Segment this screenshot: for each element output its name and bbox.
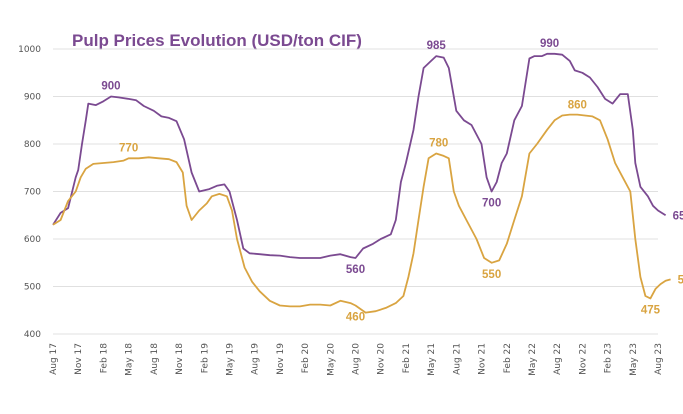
data-label: 770	[119, 142, 138, 154]
x-tick-label: May 22	[528, 343, 538, 376]
y-tick-label: 900	[24, 93, 41, 103]
y-tick-label: 700	[24, 188, 41, 198]
y-tick-label: 500	[24, 283, 41, 293]
x-tick-label: Nov 22	[578, 343, 588, 375]
x-tick-label: Aug 18	[150, 343, 160, 375]
x-tick-label: Aug 19	[251, 343, 261, 375]
x-tick-label: Aug 21	[452, 343, 462, 375]
x-tick-label: Feb 18	[99, 343, 109, 374]
y-tick-label: 600	[24, 235, 41, 245]
x-tick-label: Feb 22	[503, 343, 513, 373]
x-tick-label: Aug 22	[553, 343, 563, 375]
y-tick-label: 800	[24, 140, 41, 150]
x-tick-label: Nov 19	[276, 343, 286, 375]
x-tick-label: Aug 17	[49, 343, 59, 375]
x-tick-label: Nov 21	[478, 343, 488, 375]
data-label: 860	[568, 100, 587, 112]
x-tick-label: Feb 20	[301, 343, 311, 374]
data-label: 700	[482, 198, 501, 210]
x-axis: Aug 17 Nov 17 Feb 18 May 18 Aug 18 Nov 18 Feb …	[49, 343, 664, 376]
x-tick-label: May 20	[326, 343, 336, 376]
x-tick-label: May 23	[629, 343, 639, 376]
data-label: 900	[101, 81, 120, 93]
chart-title: Pulp Prices Evolution (USD/ton CIF)	[72, 31, 362, 50]
data-label: 460	[346, 312, 365, 324]
series-line	[52, 52, 667, 259]
x-tick-label: May 21	[427, 343, 437, 376]
data-label: 515	[678, 274, 683, 286]
x-tick-label: Nov 20	[377, 343, 387, 375]
data-label: 560	[346, 264, 365, 276]
series-line	[52, 113, 671, 314]
series-lines	[52, 52, 671, 314]
x-tick-label: Aug 23	[654, 343, 664, 375]
data-label: 650	[673, 210, 683, 222]
x-tick-label: Feb 19	[200, 343, 210, 374]
y-axis: 400 500 600 700 800 900 1000	[18, 45, 41, 340]
x-tick-label: Feb 23	[604, 343, 614, 373]
x-tick-label: May 19	[225, 343, 235, 376]
data-label: 990	[540, 38, 559, 50]
grid-lines	[53, 48, 658, 335]
data-label: 985	[427, 40, 447, 52]
data-label: 780	[429, 138, 448, 150]
x-tick-label: Aug 20	[352, 343, 362, 375]
x-tick-label: May 18	[125, 343, 135, 376]
data-label: 475	[641, 304, 661, 316]
data-labels: 900 560 985 700 990 650 770 460 780 550 860 475 515	[101, 38, 683, 324]
x-tick-label: Nov 17	[74, 343, 84, 375]
x-tick-label: Feb 21	[402, 343, 412, 373]
y-tick-label: 400	[24, 330, 41, 340]
data-label: 550	[482, 269, 501, 281]
y-tick-label: 1000	[18, 45, 41, 55]
x-tick-label: Nov 18	[175, 343, 185, 375]
